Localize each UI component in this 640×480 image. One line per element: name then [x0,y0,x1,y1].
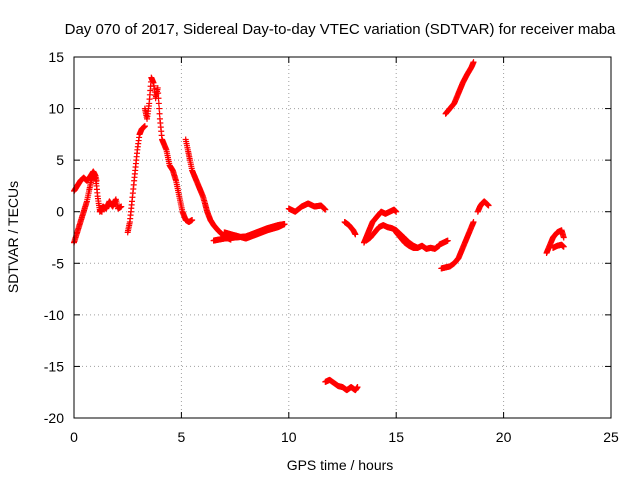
grid [74,57,611,418]
data-points [71,59,567,394]
series-arc-20 [550,241,567,251]
data-point [156,110,163,117]
y-tick-label: -20 [44,410,64,426]
data-point [560,234,567,241]
data-point [155,90,162,97]
plot-frame [73,56,612,419]
series-arc-18 [474,198,492,215]
chart-title: Day 070 of 2017, Sidereal Day-to-day VTE… [65,21,616,38]
x-tick-label: 25 [603,429,619,445]
series-arc-16 [438,219,477,272]
y-tick-label: 0 [56,204,64,220]
x-tick-label: 15 [388,429,404,445]
data-point [155,95,162,102]
data-point [470,59,477,66]
data-point [393,208,400,215]
data-point [444,237,451,244]
data-point [352,231,359,238]
data-point [156,105,163,112]
series-arc-15 [436,237,451,248]
data-point [322,206,329,213]
x-tick-label: 0 [70,429,78,445]
series-arc-3 [96,196,125,215]
series-arc-12 [360,206,400,246]
series-arc-4 [124,123,148,236]
x-tick-label: 20 [496,429,512,445]
y-tick-label: -15 [44,358,64,374]
series-arc-9 [285,200,329,215]
series-arc-10 [322,376,361,394]
series-arc-19 [543,227,567,256]
x-axis-label: GPS time / hours [287,457,394,473]
y-tick-label: -5 [52,255,65,271]
series-arc-8 [221,221,288,242]
series-arc-5 [141,74,196,226]
data-point [485,202,492,209]
y-tick-label: 10 [48,101,64,117]
data-point [141,123,148,130]
data-point [560,243,567,250]
y-tick-label: 5 [56,152,64,168]
series-arc-17 [442,59,477,117]
y-tick-label: 15 [48,49,64,65]
data-point [155,100,162,107]
data-point [281,221,288,228]
y-axis-label: SDTVAR / TECUs [5,181,21,293]
data-point [154,84,161,91]
data-point [470,219,477,226]
data-point [189,216,196,223]
tick-labels: 0 5 10 15 20 25 -20 -15 -10 -5 0 5 10 15 [44,49,619,445]
series-arc-6 [182,136,234,243]
x-tick-label: 10 [281,429,297,445]
y-tick-label: -10 [44,307,64,323]
x-tick-label: 5 [178,429,186,445]
series-arc-11 [341,219,359,238]
data-point [118,203,125,210]
data-point [354,384,361,391]
